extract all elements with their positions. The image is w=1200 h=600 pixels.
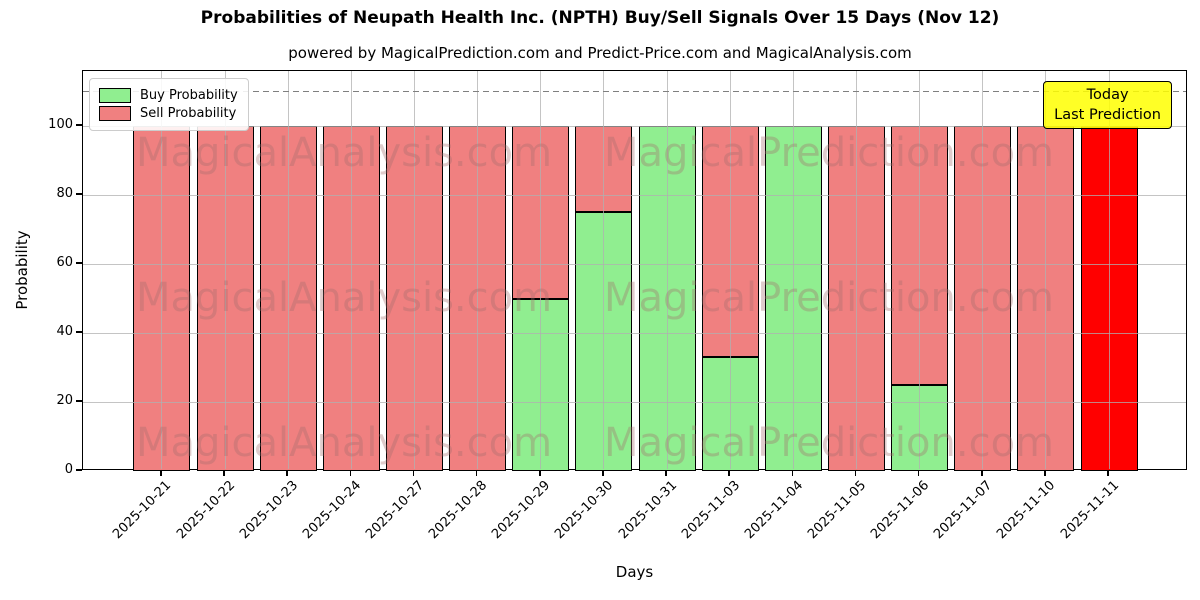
h-gridline bbox=[83, 263, 1186, 265]
x-tick-label-text: 2025-11-07 bbox=[931, 478, 996, 543]
h-gridline bbox=[83, 332, 1186, 334]
x-tick-mark bbox=[349, 470, 352, 476]
chart-title: Probabilities of Neupath Health Inc. (NP… bbox=[200, 8, 1000, 28]
x-tick-mark bbox=[475, 470, 478, 476]
x-tick-mark bbox=[981, 470, 983, 476]
h-gridline bbox=[83, 401, 1186, 403]
y-tick-mark bbox=[76, 124, 82, 126]
legend-item-buy: Buy Probability bbox=[99, 88, 238, 103]
x-tick-mark bbox=[665, 470, 667, 476]
plot-area: MagicalAnalysis.com MagicalPrediction.com… bbox=[82, 70, 1187, 471]
y-tick-mark bbox=[76, 262, 82, 264]
watermark-text: MagicalAnalysis.com bbox=[135, 130, 553, 176]
x-tick-label-text: 2025-11-11 bbox=[1057, 478, 1122, 543]
v-gridline bbox=[729, 71, 731, 469]
x-tick-mark bbox=[1044, 470, 1046, 476]
x-tick-label-text: 2025-11-04 bbox=[741, 478, 806, 543]
legend: Buy Probability Sell Probability bbox=[89, 78, 249, 131]
v-gridline bbox=[856, 71, 857, 469]
threshold-dashed-line bbox=[83, 90, 1186, 93]
today-annotation-line1: Today bbox=[1086, 87, 1129, 103]
x-tick-label-text: 2025-10-23 bbox=[236, 478, 301, 543]
chart-subtitle: powered by MagicalPrediction.com and Pre… bbox=[288, 44, 912, 62]
v-gridline bbox=[287, 71, 289, 469]
x-tick-mark bbox=[539, 470, 541, 476]
y-tick-label: 100 bbox=[48, 117, 73, 133]
v-gridline bbox=[224, 71, 226, 469]
y-tick-label: 20 bbox=[56, 393, 73, 409]
x-axis-label: Days bbox=[615, 563, 654, 581]
x-tick-label-text: 2025-11-05 bbox=[805, 478, 870, 543]
v-gridline bbox=[1108, 71, 1110, 469]
x-tick-label-text: 2025-10-21 bbox=[110, 478, 175, 543]
v-gridline bbox=[161, 71, 163, 469]
today-annotation-line2: Last Prediction bbox=[1054, 107, 1161, 123]
x-tick-label-text: 2025-10-30 bbox=[552, 478, 617, 543]
y-tick-label: 40 bbox=[56, 324, 73, 340]
x-tick-label-text: 2025-10-22 bbox=[173, 478, 238, 543]
v-gridline bbox=[477, 71, 479, 469]
x-tick-mark bbox=[602, 470, 604, 476]
x-tick-mark bbox=[412, 470, 415, 476]
x-tick-label-text: 2025-11-03 bbox=[678, 478, 743, 543]
y-tick-mark bbox=[76, 193, 82, 195]
y-tick-mark bbox=[76, 400, 82, 402]
x-tick-label-text: 2025-10-29 bbox=[489, 478, 554, 543]
v-gridline bbox=[666, 71, 668, 469]
watermark-text: MagicalPrediction.com bbox=[604, 130, 1054, 176]
y-tick-mark bbox=[76, 331, 82, 333]
x-tick-label-text: 2025-10-27 bbox=[363, 478, 428, 543]
x-tick-mark bbox=[728, 470, 730, 476]
v-gridline bbox=[1045, 71, 1047, 469]
v-gridline bbox=[792, 71, 794, 469]
h-gridline bbox=[83, 194, 1186, 196]
x-tick-label-text: 2025-11-10 bbox=[994, 478, 1059, 543]
y-tick-mark bbox=[76, 469, 82, 471]
x-tick-mark bbox=[917, 470, 920, 476]
watermark-text: MagicalAnalysis.com bbox=[135, 275, 553, 321]
v-gridline bbox=[350, 71, 352, 469]
v-gridline bbox=[414, 71, 415, 469]
x-tick-mark bbox=[223, 470, 225, 476]
y-tick-label: 0 bbox=[64, 462, 73, 477]
v-gridline bbox=[540, 71, 542, 469]
v-gridline bbox=[919, 71, 921, 469]
watermark-text: MagicalAnalysis.com bbox=[135, 420, 553, 466]
legend-label-sell: Sell Probability bbox=[140, 106, 237, 121]
buy-swatch-icon bbox=[99, 88, 131, 103]
v-gridline bbox=[603, 71, 605, 469]
x-tick-mark bbox=[854, 470, 857, 476]
x-tick-label-text: 2025-10-28 bbox=[426, 478, 491, 543]
x-tick-mark bbox=[286, 470, 288, 476]
v-gridline bbox=[982, 71, 984, 469]
y-tick-label: 60 bbox=[56, 255, 73, 271]
x-tick-label-text: 2025-10-31 bbox=[615, 478, 680, 543]
x-tick-mark bbox=[160, 470, 162, 476]
x-tick-label-text: 2025-11-06 bbox=[868, 478, 933, 543]
h-gridline bbox=[83, 125, 1186, 127]
legend-label-buy: Buy Probability bbox=[140, 88, 238, 103]
legend-item-sell: Sell Probability bbox=[99, 106, 238, 121]
x-tick-mark bbox=[791, 470, 794, 476]
y-tick-label: 80 bbox=[56, 186, 73, 202]
watermark-text: MagicalPrediction.com bbox=[604, 420, 1054, 466]
x-tick-mark bbox=[1107, 470, 1109, 476]
watermark-text: MagicalPrediction.com bbox=[604, 275, 1054, 321]
x-tick-label-text: 2025-10-24 bbox=[299, 478, 364, 543]
sell-swatch-icon bbox=[99, 106, 131, 121]
today-annotation: Today Last Prediction bbox=[1043, 81, 1172, 129]
